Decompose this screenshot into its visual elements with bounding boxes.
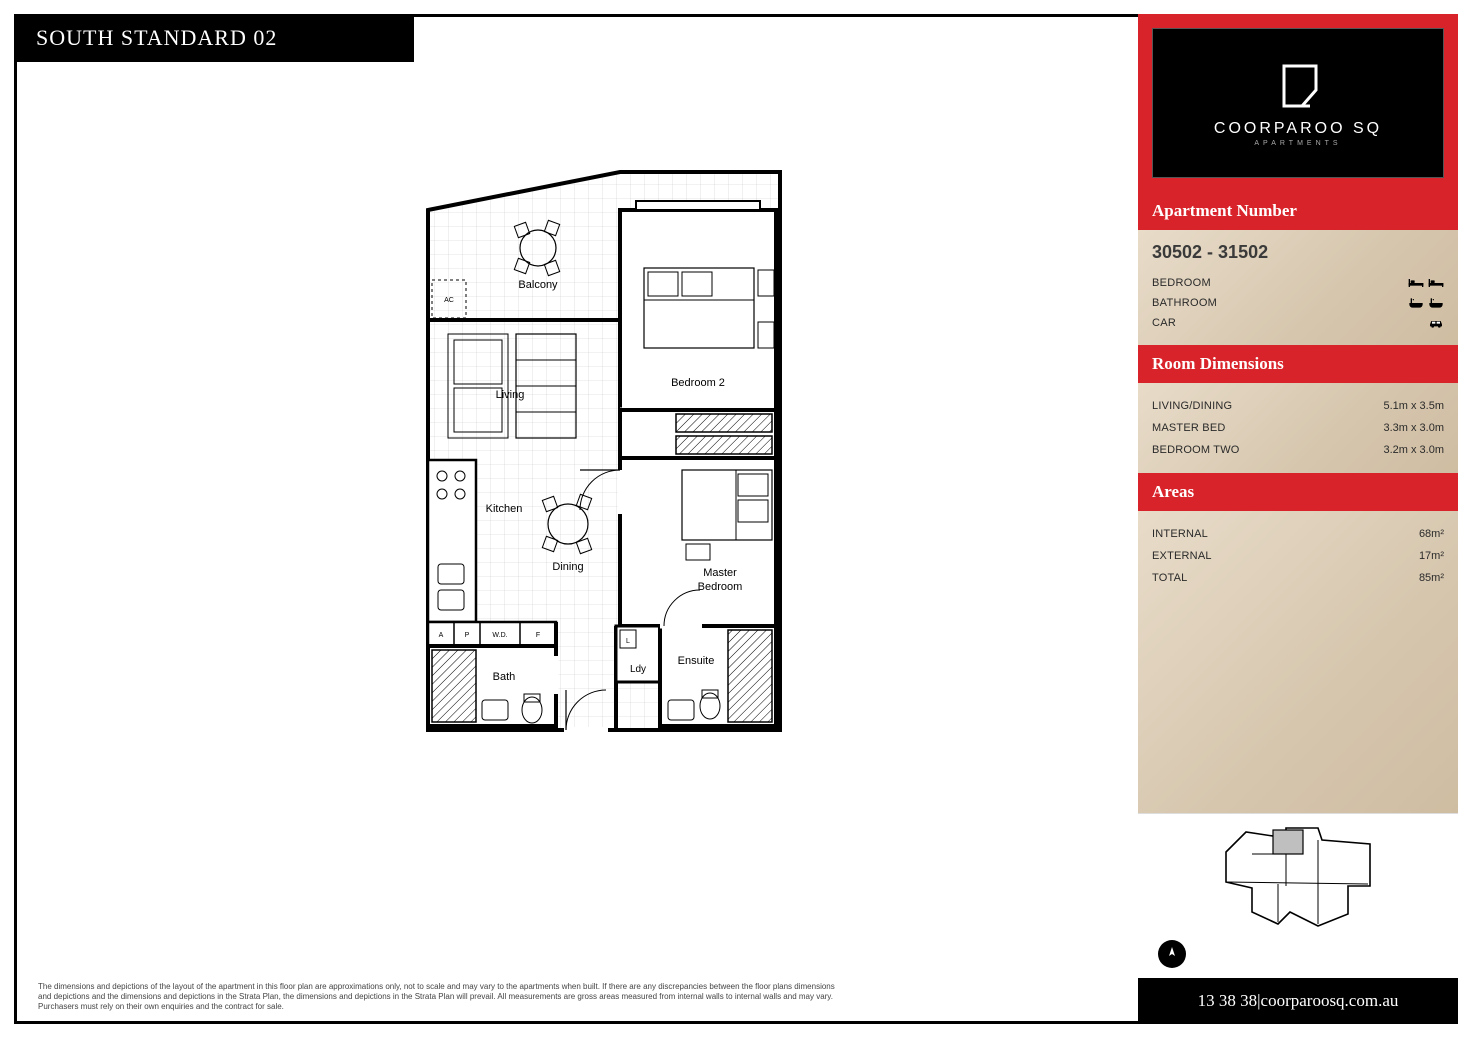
- svg-text:Ensuite: Ensuite: [678, 655, 715, 667]
- area-value: 68m²: [1419, 528, 1444, 540]
- area-label: EXTERNAL: [1152, 550, 1212, 562]
- dimension-row: BEDROOM TWO 3.2m x 3.0m: [1152, 439, 1444, 461]
- svg-text:Dining: Dining: [552, 561, 583, 573]
- brand-subtitle: APARTMENTS: [1254, 140, 1341, 147]
- svg-text:F: F: [536, 632, 540, 639]
- svg-text:A: A: [439, 632, 444, 639]
- svg-text:W.D.: W.D.: [492, 632, 507, 639]
- footer-url: coorparoosq.com.au: [1261, 991, 1399, 1011]
- dim-value: 3.2m x 3.0m: [1383, 444, 1444, 456]
- spec-row-car: CAR: [1152, 313, 1444, 333]
- area-label: INTERNAL: [1152, 528, 1208, 540]
- compass-icon: [1158, 940, 1186, 968]
- svg-text:Ldy: Ldy: [630, 664, 646, 675]
- svg-text:Living: Living: [496, 389, 525, 401]
- dim-value: 5.1m x 3.5m: [1383, 400, 1444, 412]
- area-value: 17m²: [1419, 550, 1444, 562]
- dimension-row: MASTER BED 3.3m x 3.0m: [1152, 417, 1444, 439]
- dim-value: 3.3m x 3.0m: [1383, 422, 1444, 434]
- dim-label: BEDROOM TWO: [1152, 444, 1240, 456]
- dimensions-header: Room Dimensions: [1138, 345, 1458, 383]
- apartment-number-header: Apartment Number: [1138, 192, 1458, 230]
- area-row: EXTERNAL 17m²: [1152, 545, 1444, 567]
- bed-icon: [1408, 277, 1444, 289]
- key-map: [1138, 813, 1458, 978]
- areas-panel: INTERNAL 68m² EXTERNAL 17m² TOTAL 85m²: [1138, 511, 1458, 813]
- area-row: INTERNAL 68m²: [1152, 523, 1444, 545]
- svg-text:AC: AC: [444, 297, 454, 304]
- svg-text:Bedroom 2: Bedroom 2: [671, 377, 725, 389]
- areas-header: Areas: [1138, 473, 1458, 511]
- footer-phone: 13 38 38: [1198, 991, 1258, 1011]
- logo-panel: COORPAROO SQ APARTMENTS: [1138, 14, 1458, 192]
- area-label: TOTAL: [1152, 572, 1187, 584]
- plan-title: SOUTH STANDARD 02: [36, 25, 277, 51]
- apartment-number-panel: 30502 - 31502 BEDROOM BATHROOM CAR: [1138, 230, 1458, 345]
- svg-text:Kitchen: Kitchen: [486, 503, 523, 515]
- svg-text:Master: Master: [703, 567, 737, 579]
- dim-label: MASTER BED: [1152, 422, 1226, 434]
- contact-footer: 13 38 38 | coorparoosq.com.au: [1138, 978, 1458, 1024]
- svg-text:P: P: [465, 632, 470, 639]
- info-sidebar: COORPAROO SQ APARTMENTS Apartment Number…: [1138, 14, 1458, 1024]
- disclaimer-text: The dimensions and depictions of the lay…: [38, 982, 838, 1012]
- spec-label: BATHROOM: [1152, 297, 1217, 309]
- svg-text:Balcony: Balcony: [518, 279, 558, 291]
- dim-label: LIVING/DINING: [1152, 400, 1232, 412]
- brand-name: COORPAROO SQ: [1214, 120, 1382, 138]
- floor-plan: AC Balcony Bedroom 2 Master Bedroom Livi…: [420, 170, 785, 745]
- svg-text:L: L: [626, 638, 630, 645]
- apartment-number-value: 30502 - 31502: [1152, 242, 1444, 273]
- svg-text:Bedroom: Bedroom: [698, 581, 743, 593]
- svg-text:Bath: Bath: [493, 671, 516, 683]
- spec-label: CAR: [1152, 317, 1176, 329]
- dimension-row: LIVING/DINING 5.1m x 3.5m: [1152, 395, 1444, 417]
- area-row: TOTAL 85m²: [1152, 567, 1444, 589]
- title-tab: SOUTH STANDARD 02: [14, 14, 414, 62]
- spec-row-bath: BATHROOM: [1152, 293, 1444, 313]
- bath-icon: [1408, 297, 1444, 309]
- spec-row-bed: BEDROOM: [1152, 273, 1444, 293]
- dimensions-panel: LIVING/DINING 5.1m x 3.5m MASTER BED 3.3m x…: [1138, 383, 1458, 473]
- brand-logo-icon: [1272, 60, 1324, 112]
- car-icon: [1428, 317, 1444, 329]
- area-value: 85m²: [1419, 572, 1444, 584]
- spec-label: BEDROOM: [1152, 277, 1211, 289]
